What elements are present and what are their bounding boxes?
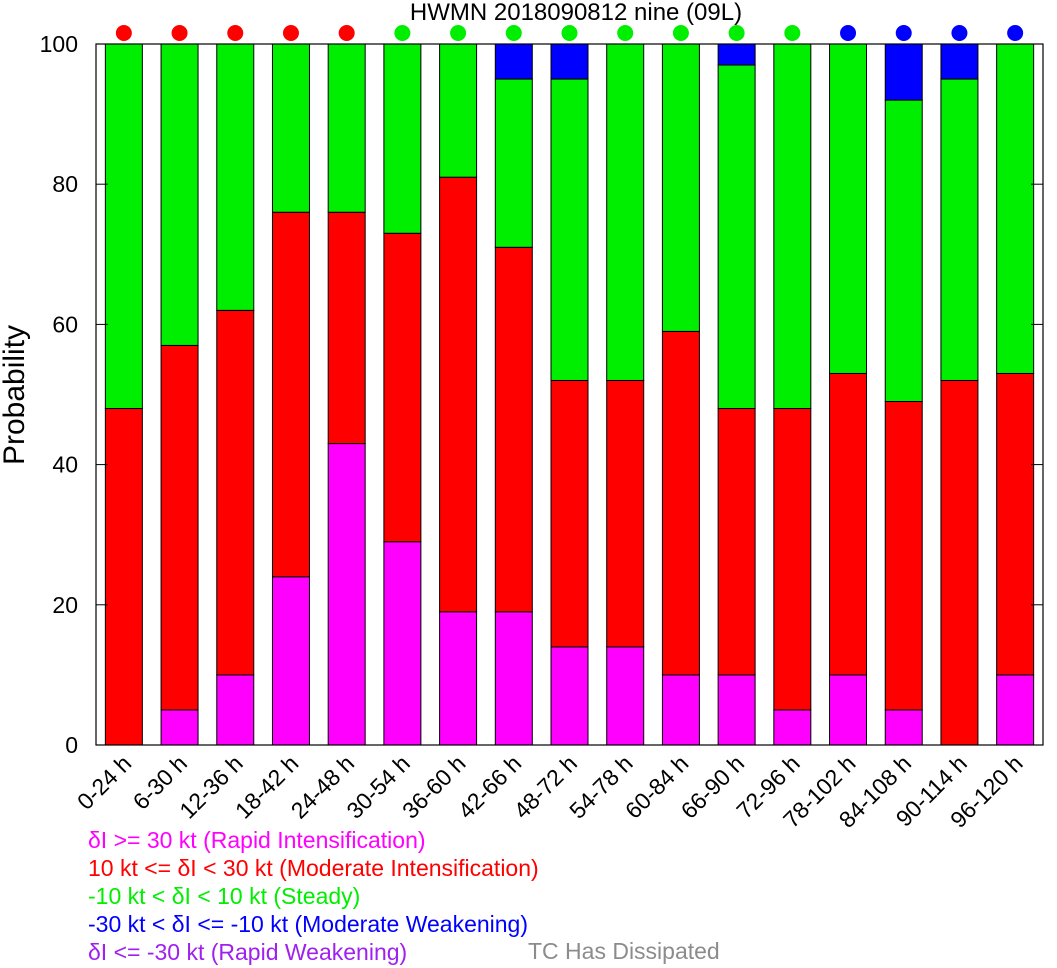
legend-item-tc-dissipated: TC Has Dissipated xyxy=(528,938,720,964)
bar-segment-3-6-30h xyxy=(160,43,199,346)
plot-frame xyxy=(95,43,1044,746)
bar-segment-3-84-108h xyxy=(884,99,923,403)
bar-segment-1-48-72h xyxy=(550,646,589,746)
bar-segment-2-96-120h xyxy=(996,372,1035,676)
bar-segment-2-0-24h xyxy=(104,408,143,746)
bar-segment-2-90-114h xyxy=(940,379,979,746)
status-marker-84-108h xyxy=(895,25,912,41)
x-tick-label: 0-24 h xyxy=(72,750,137,815)
bar-segment-2-54-78h xyxy=(606,379,645,648)
chart-title: HWMN 2018090812 nine (09L) xyxy=(410,0,742,26)
bar-segment-2-24-48h xyxy=(327,211,366,445)
bar-segment-3-24-48h xyxy=(327,43,366,213)
bar-segment-2-78-102h xyxy=(829,372,868,676)
bar-segment-4-48-72h xyxy=(550,43,589,80)
bar-segment-2-36-60h xyxy=(439,176,478,613)
bar-segment-1-30-54h xyxy=(383,541,422,746)
bar-segment-2-42-66h xyxy=(494,246,533,613)
status-marker-90-114h xyxy=(951,25,968,41)
y-axis-label: Probability xyxy=(0,325,31,465)
status-marker-0-24h xyxy=(115,25,132,41)
status-marker-24-48h xyxy=(338,25,355,41)
y-tick-label: 20 xyxy=(52,592,78,618)
x-axis: 0-24 h6-30 h12-36 h18-42 h24-48 h30-54 h… xyxy=(72,750,1028,833)
legend-item-rapid-weakening: δI <= -30 kt (Rapid Weakening) xyxy=(88,939,408,965)
bar-segment-2-66-90h xyxy=(717,408,756,676)
bar-segment-2-72-96h xyxy=(773,408,812,711)
bar-segment-2-18-42h xyxy=(271,211,310,578)
y-tick-label: 40 xyxy=(52,452,78,478)
bar-segment-1-60-84h xyxy=(661,674,700,746)
status-marker-96-120h xyxy=(1007,25,1024,41)
bar-segment-1-84-108h xyxy=(884,709,923,746)
status-marker-30-54h xyxy=(394,25,411,41)
bar-segment-1-96-120h xyxy=(996,674,1035,746)
category-markers xyxy=(115,25,1024,41)
bar-segment-1-66-90h xyxy=(717,674,756,746)
status-marker-66-90h xyxy=(728,25,745,41)
bar-segment-3-90-114h xyxy=(940,78,979,381)
legend-item-rapid-intensification: δI >= 30 kt (Rapid Intensification) xyxy=(88,827,426,853)
y-tick-label: 0 xyxy=(65,732,78,758)
bar-segment-3-48-72h xyxy=(550,78,589,381)
legend: δI >= 30 kt (Rapid Intensification) 10 k… xyxy=(88,826,539,966)
status-marker-54-78h xyxy=(617,25,634,41)
bar-segment-3-60-84h xyxy=(661,43,700,332)
bars xyxy=(104,43,1035,746)
bar-segment-3-0-24h xyxy=(104,43,143,410)
bar-segment-1-24-48h xyxy=(327,443,366,746)
bar-segment-3-18-42h xyxy=(271,43,310,213)
y-tick-label: 80 xyxy=(52,171,78,197)
status-marker-48-72h xyxy=(561,25,578,41)
status-marker-36-60h xyxy=(450,25,467,41)
bar-segment-3-66-90h xyxy=(717,64,756,410)
bar-segment-4-84-108h xyxy=(884,43,923,101)
bar-segment-2-6-30h xyxy=(160,344,199,711)
legend-item-moderate-intensification: 10 kt <= δI < 30 kt (Moderate Intensific… xyxy=(88,855,539,881)
bar-segment-2-60-84h xyxy=(661,330,700,676)
bar-segment-3-30-54h xyxy=(383,43,422,234)
status-marker-12-36h xyxy=(227,25,244,41)
status-marker-60-84h xyxy=(672,25,689,41)
bar-segment-1-78-102h xyxy=(829,674,868,746)
bar-segment-3-72-96h xyxy=(773,43,812,410)
bar-segment-4-42-66h xyxy=(494,43,533,80)
bar-segment-3-42-66h xyxy=(494,78,533,248)
bar-segment-3-78-102h xyxy=(829,43,868,374)
y-axis: 0 20 40 60 80 100 xyxy=(40,31,1043,758)
bar-segment-3-12-36h xyxy=(216,43,255,311)
status-marker-78-102h xyxy=(840,25,857,41)
bar-segment-1-18-42h xyxy=(271,576,310,746)
bar-segment-1-42-66h xyxy=(494,611,533,746)
bar-segment-2-48-72h xyxy=(550,379,589,648)
bar-segment-2-30-54h xyxy=(383,232,422,543)
bar-segment-1-72-96h xyxy=(773,709,812,746)
status-marker-18-42h xyxy=(282,25,299,41)
y-tick-label: 60 xyxy=(52,311,78,337)
bar-segment-3-36-60h xyxy=(439,43,478,178)
bar-segment-1-6-30h xyxy=(160,709,199,746)
bar-segment-4-90-114h xyxy=(940,43,979,80)
bar-segment-2-12-36h xyxy=(216,309,255,676)
bar-segment-2-84-108h xyxy=(884,401,923,711)
bar-segment-3-54-78h xyxy=(606,43,645,381)
status-marker-6-30h xyxy=(171,25,188,41)
y-tick-label: 100 xyxy=(40,31,78,57)
bar-segment-4-66-90h xyxy=(717,43,756,66)
legend-item-moderate-weakening: -30 kt < δI <= -10 kt (Moderate Weakenin… xyxy=(88,911,529,937)
status-marker-72-96h xyxy=(784,25,801,41)
bar-segment-1-36-60h xyxy=(439,611,478,746)
bar-segment-1-54-78h xyxy=(606,646,645,746)
bar-segment-3-96-120h xyxy=(996,43,1035,374)
legend-item-steady: -10 kt < δI < 10 kt (Steady) xyxy=(88,883,361,909)
bar-segment-1-12-36h xyxy=(216,674,255,746)
status-marker-42-66h xyxy=(505,25,522,41)
